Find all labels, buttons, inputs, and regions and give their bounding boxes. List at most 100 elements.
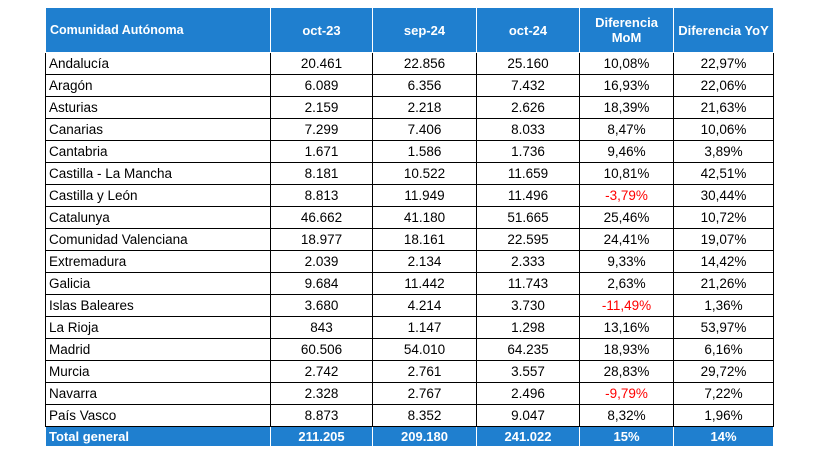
sep-24-cell: 2.761 xyxy=(372,360,477,383)
table-row: Canarias 7.299 7.406 8.033 8,47% 10,06% xyxy=(45,118,774,141)
oct-23-cell: 843 xyxy=(270,316,373,339)
sep-24-cell: 10.522 xyxy=(372,162,477,185)
region-cell: Catalunya xyxy=(45,206,271,229)
diff-mom-cell: 18,39% xyxy=(579,96,674,119)
oct-23-cell: 9.684 xyxy=(270,272,373,295)
region-cell: Andalucía xyxy=(45,52,271,75)
diff-yoy-cell: 7,22% xyxy=(673,382,774,405)
oct-23-cell: 2.159 xyxy=(270,96,373,119)
diff-mom-cell: 8,32% xyxy=(579,404,674,427)
sep-24-cell: 8.352 xyxy=(372,404,477,427)
diff-yoy-cell: 29,72% xyxy=(673,360,774,383)
diff-mom-cell: -11,49% xyxy=(579,294,674,317)
table-row: Castilla - La Mancha 8.181 10.522 11.659 10,… xyxy=(45,162,774,185)
oct-24-cell: 7.432 xyxy=(476,74,580,97)
oct-23-cell: 3.680 xyxy=(270,294,373,317)
oct-24-cell: 2.626 xyxy=(476,96,580,119)
sep-24-cell: 2.134 xyxy=(372,250,477,273)
oct-24-cell: 22.595 xyxy=(476,228,580,251)
region-cell: Castilla y León xyxy=(45,184,271,207)
table-row: Castilla y León 8.813 11.949 11.496 -3,79% 30… xyxy=(45,184,774,207)
oct-23-cell: 18.977 xyxy=(270,228,373,251)
oct-23-cell: 20.461 xyxy=(270,52,373,75)
total-row: Total general 211.205 209.180 241.022 15… xyxy=(45,426,774,447)
sep-24-cell: 2.218 xyxy=(372,96,477,119)
sep-24-cell: 1.586 xyxy=(372,140,477,163)
sep-24-cell: 1.147 xyxy=(372,316,477,339)
diff-yoy-cell: 22,06% xyxy=(673,74,774,97)
sep-24-cell: 11.442 xyxy=(372,272,477,295)
diff-yoy-cell: 10,72% xyxy=(673,206,774,229)
sep-24-cell: 6.356 xyxy=(372,74,477,97)
sep-24-cell: 4.214 xyxy=(372,294,477,317)
diff-mom-cell: 10,08% xyxy=(579,52,674,75)
table-row: Extremadura 2.039 2.134 2.333 9,33% 14,42% xyxy=(45,250,774,273)
oct-24-cell: 11.743 xyxy=(476,272,580,295)
oct-23-cell: 7.299 xyxy=(270,118,373,141)
total-sep-24: 209.180 xyxy=(372,426,477,447)
total-oct-24: 241.022 xyxy=(476,426,580,447)
diff-mom-cell: 16,93% xyxy=(579,74,674,97)
oct-23-cell: 8.873 xyxy=(270,404,373,427)
oct-24-cell: 64.235 xyxy=(476,338,580,361)
region-cell: La Rioja xyxy=(45,316,271,339)
diff-yoy-cell: 6,16% xyxy=(673,338,774,361)
region-cell: Extremadura xyxy=(45,250,271,273)
data-table: Comunidad Autónoma oct-23 sep-24 oct-24 … xyxy=(45,7,774,447)
oct-23-cell: 1.671 xyxy=(270,140,373,163)
diff-mom-cell: 13,16% xyxy=(579,316,674,339)
table-row: Islas Baleares 3.680 4.214 3.730 -11,49% 1,36… xyxy=(45,294,774,317)
table-row: Asturias 2.159 2.218 2.626 18,39% 21,63% xyxy=(45,96,774,119)
diff-yoy-cell: 3,89% xyxy=(673,140,774,163)
oct-24-cell: 8.033 xyxy=(476,118,580,141)
diff-yoy-cell: 14,42% xyxy=(673,250,774,273)
diff-mom-cell: 8,47% xyxy=(579,118,674,141)
oct-23-cell: 46.662 xyxy=(270,206,373,229)
diff-yoy-cell: 1,36% xyxy=(673,294,774,317)
region-cell: Asturias xyxy=(45,96,271,119)
oct-23-cell: 6.089 xyxy=(270,74,373,97)
sep-24-cell: 41.180 xyxy=(372,206,477,229)
region-cell: Aragón xyxy=(45,74,271,97)
oct-24-cell: 25.160 xyxy=(476,52,580,75)
diff-yoy-cell: 30,44% xyxy=(673,184,774,207)
region-cell: País Vasco xyxy=(45,404,271,427)
sep-24-cell: 22.856 xyxy=(372,52,477,75)
oct-24-cell: 3.730 xyxy=(476,294,580,317)
region-cell: Islas Baleares xyxy=(45,294,271,317)
sep-24-cell: 18.161 xyxy=(372,228,477,251)
table-row: Cantabria 1.671 1.586 1.736 9,46% 3,89% xyxy=(45,140,774,163)
diff-mom-cell: 2,63% xyxy=(579,272,674,295)
oct-23-cell: 8.813 xyxy=(270,184,373,207)
table-row: Catalunya 46.662 41.180 51.665 25,46% 10,72% xyxy=(45,206,774,229)
header-region: Comunidad Autónoma xyxy=(45,7,271,53)
diff-mom-cell: 10,81% xyxy=(579,162,674,185)
oct-24-cell: 51.665 xyxy=(476,206,580,229)
region-cell: Castilla - La Mancha xyxy=(45,162,271,185)
table-body: Andalucía 20.461 22.856 25.160 10,08% 22,97% A… xyxy=(45,52,774,427)
oct-23-cell: 2.328 xyxy=(270,382,373,405)
header-diff-mom: Diferencia MoM xyxy=(579,7,674,53)
sep-24-cell: 7.406 xyxy=(372,118,477,141)
region-cell: Galicia xyxy=(45,272,271,295)
diff-yoy-cell: 21,26% xyxy=(673,272,774,295)
diff-yoy-cell: 22,97% xyxy=(673,52,774,75)
oct-24-cell: 2.333 xyxy=(476,250,580,273)
oct-24-cell: 2.496 xyxy=(476,382,580,405)
table-row: Comunidad Valenciana 18.977 18.161 22.595 24… xyxy=(45,228,774,251)
total-oct-23: 211.205 xyxy=(270,426,373,447)
sep-24-cell: 2.767 xyxy=(372,382,477,405)
table-row: La Rioja 843 1.147 1.298 13,16% 53,97% xyxy=(45,316,774,339)
diff-yoy-cell: 1,96% xyxy=(673,404,774,427)
diff-mom-cell: 25,46% xyxy=(579,206,674,229)
table-row: Aragón 6.089 6.356 7.432 16,93% 22,06% xyxy=(45,74,774,97)
region-cell: Murcia xyxy=(45,360,271,383)
diff-yoy-cell: 19,07% xyxy=(673,228,774,251)
table-row: Murcia 2.742 2.761 3.557 28,83% 29,72% xyxy=(45,360,774,383)
oct-24-cell: 11.659 xyxy=(476,162,580,185)
sep-24-cell: 54.010 xyxy=(372,338,477,361)
diff-yoy-cell: 53,97% xyxy=(673,316,774,339)
region-cell: Cantabria xyxy=(45,140,271,163)
table-row: Madrid 60.506 54.010 64.235 18,93% 6,16% xyxy=(45,338,774,361)
header-oct-23: oct-23 xyxy=(270,7,373,53)
